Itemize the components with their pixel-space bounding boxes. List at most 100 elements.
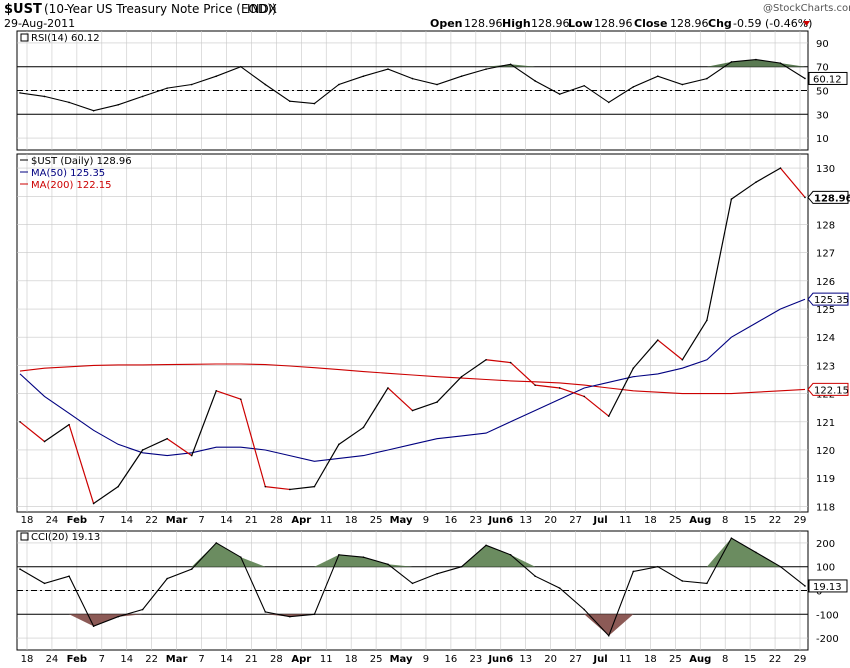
- x-tick-label: 25: [370, 654, 383, 665]
- x-tick-label: Apr: [291, 654, 311, 665]
- price-segment: [510, 362, 536, 386]
- price-ytick: 128: [816, 220, 835, 231]
- x-tick-label: 18: [644, 515, 657, 526]
- rsi-point: [239, 65, 242, 68]
- cci-legend: CCI(20) 19.13: [20, 532, 100, 543]
- cci-point: [460, 565, 463, 568]
- x-tick-label: 21: [245, 654, 258, 665]
- x-tick-label: 22: [769, 654, 782, 665]
- price-ytick: 119: [816, 474, 835, 485]
- watermark: @StockCharts.com: [763, 3, 850, 14]
- x-tick-label: 9: [423, 515, 429, 526]
- cci-point: [289, 615, 291, 618]
- cci-point: [215, 542, 218, 544]
- price-segment: [681, 319, 708, 361]
- price-segment: [117, 449, 144, 487]
- rsi-point: [289, 100, 291, 103]
- price-point: [117, 485, 119, 488]
- exchange-label: INDX: [247, 2, 277, 16]
- x-tick-label: 7: [198, 515, 204, 526]
- price-point: [779, 167, 782, 169]
- price-point: [166, 437, 168, 440]
- x-tick-label: 8: [722, 654, 728, 665]
- rsi-point: [804, 77, 806, 80]
- x-tick-label: 18: [345, 515, 358, 526]
- rsi-point: [583, 84, 586, 87]
- price-point: [509, 361, 512, 364]
- x-tick-label: 29: [794, 515, 807, 526]
- cci-last-value: 19.13: [813, 582, 842, 593]
- x-tick-label: Apr: [291, 515, 311, 526]
- rsi-point: [534, 80, 536, 82]
- price-point: [607, 415, 610, 417]
- cci-point: [117, 615, 119, 618]
- cci-point: [583, 608, 586, 611]
- price-ytick: 125: [816, 305, 835, 316]
- price-legend: $UST (Daily) 128.96 MA(50) 125.35 MA(200…: [20, 156, 132, 191]
- price-segment: [461, 359, 487, 378]
- x-tick-label: 24: [46, 654, 59, 665]
- rsi-point: [338, 83, 340, 86]
- price-point: [583, 395, 586, 398]
- open-label: Open: [430, 17, 463, 30]
- cci-point: [362, 556, 365, 558]
- x-tick-label: 14: [120, 654, 133, 665]
- high-value: 128.96: [531, 17, 570, 30]
- price-segment: [191, 390, 217, 456]
- x-tick-label: 7: [99, 515, 105, 526]
- rsi-point: [755, 58, 757, 61]
- x-tick-label: Jul: [592, 654, 607, 665]
- rsi-legend: RSI(14) 60.12: [20, 33, 100, 44]
- x-tick-label: 22: [145, 515, 158, 526]
- x-axis-top: 18 24 Feb 7 14 22 Mar 7 14 21 28 Apr 11 18 25 May 9 16 23 J…: [21, 515, 807, 526]
- rsi-point: [779, 62, 782, 64]
- price-ytick: 130: [816, 164, 835, 175]
- rsi-point: [509, 63, 512, 66]
- x-tick-label: 21: [245, 515, 258, 526]
- ma50-line: [19, 298, 806, 462]
- rsi-point: [117, 103, 119, 106]
- price-point: [19, 420, 21, 423]
- x-tick-label: 9: [423, 654, 429, 665]
- x-tick-label: 16: [445, 515, 458, 526]
- rsi-legend-text: RSI(14) 60.12: [31, 33, 100, 44]
- price-ytick: 126: [816, 277, 835, 288]
- x-tick-label: 15: [744, 515, 757, 526]
- ma200-last-box: [807, 382, 849, 396]
- price-point: [362, 426, 365, 429]
- price-segment: [486, 359, 511, 364]
- price-segment: [535, 384, 560, 389]
- rsi-panel: 10 30 50 70 90 60.12: [16, 30, 848, 151]
- cci-point: [68, 575, 70, 578]
- rsi-point: [607, 101, 610, 104]
- price-ytick: 124: [816, 333, 835, 344]
- price-segment: [706, 198, 732, 321]
- x-tick-label: 27: [569, 515, 582, 526]
- rsi-ytick: 50: [816, 87, 829, 98]
- x-tick-label: Jun6: [487, 515, 513, 526]
- rsi-point: [313, 102, 316, 105]
- price-point: [681, 358, 684, 361]
- x-tick-label: 20: [544, 515, 557, 526]
- chg-value: -0.59 (-0.46%): [733, 17, 812, 30]
- x-tick-label: 11: [619, 515, 632, 526]
- price-ytick: 118: [816, 502, 835, 513]
- price-ytick: 121: [816, 418, 835, 429]
- symbol-name: (10-Year US Treasury Note Price (EOD)): [44, 2, 277, 16]
- price-segment: [44, 424, 70, 443]
- price-segment: [608, 367, 634, 417]
- cci-point: [706, 582, 708, 585]
- x-tick-label: Feb: [67, 515, 87, 526]
- price-point: [485, 358, 487, 361]
- price-point: [460, 375, 463, 378]
- price-segment: [780, 167, 806, 198]
- rsi-point: [43, 95, 46, 98]
- price-segment: [387, 387, 413, 411]
- price-point: [534, 384, 536, 386]
- cci-ytick: 100: [816, 563, 835, 574]
- cci-point: [19, 568, 21, 570]
- cci-point: [411, 582, 414, 585]
- price-segment: [657, 339, 683, 361]
- price-segment: [436, 376, 462, 403]
